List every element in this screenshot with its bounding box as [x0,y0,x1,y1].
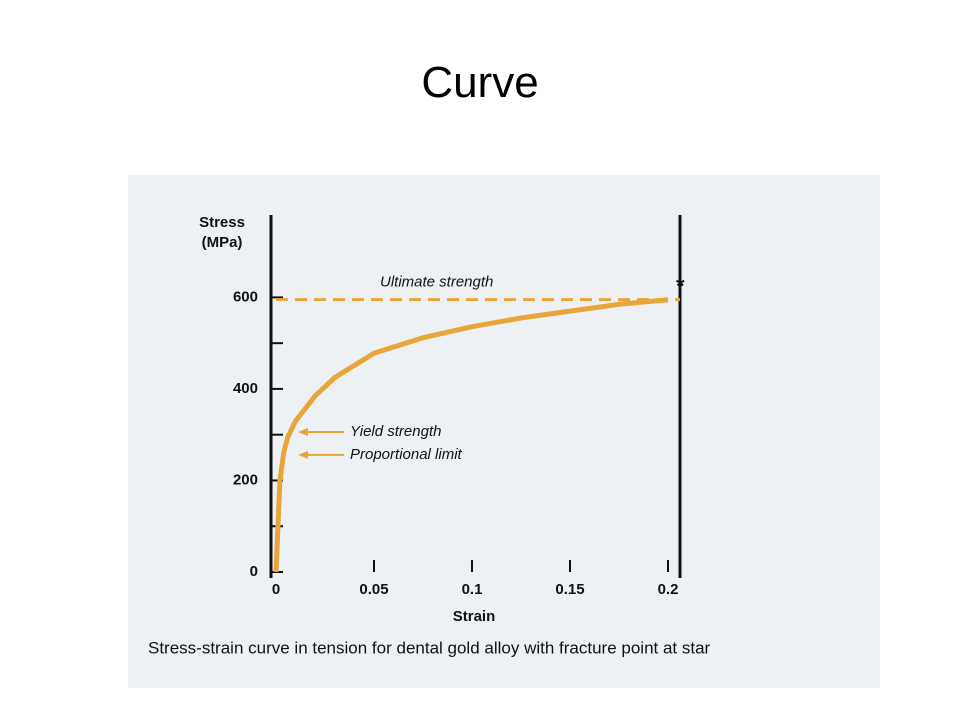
chart: Stress (MPa) Strain Stress-strain curve … [148,214,711,658]
slide-title: Curve [421,58,539,107]
x-tick-label: 0.2 [658,581,679,598]
figure: Stress (MPa) Strain Stress-strain curve … [128,175,880,688]
stress-strain-curve [273,297,669,573]
annotation-arrowhead [298,427,308,436]
fracture-marker: * [676,273,685,298]
y-tick-label: 400 [233,380,258,397]
annotation-label: Yield strength [350,423,441,440]
annotation-label: Proportional limit [350,446,463,463]
y-tick-label: 200 [233,471,258,488]
y-tick-label: 600 [233,288,258,305]
y-axis-label: Stress [199,214,245,231]
x-tick-label: 0.05 [359,581,388,598]
annotation-label: Ultimate strength [380,274,493,291]
x-axis-label: Strain [453,608,496,625]
x-tick-label: 0 [272,581,280,598]
x-tick-label: 0.15 [555,581,584,598]
y-tick-label: 0 [250,563,258,580]
x-tick-label: 0.1 [462,581,483,598]
y-axis-label: (MPa) [202,234,243,251]
caption: Stress-strain curve in tension for denta… [148,638,711,657]
annotation-arrowhead [298,450,308,459]
